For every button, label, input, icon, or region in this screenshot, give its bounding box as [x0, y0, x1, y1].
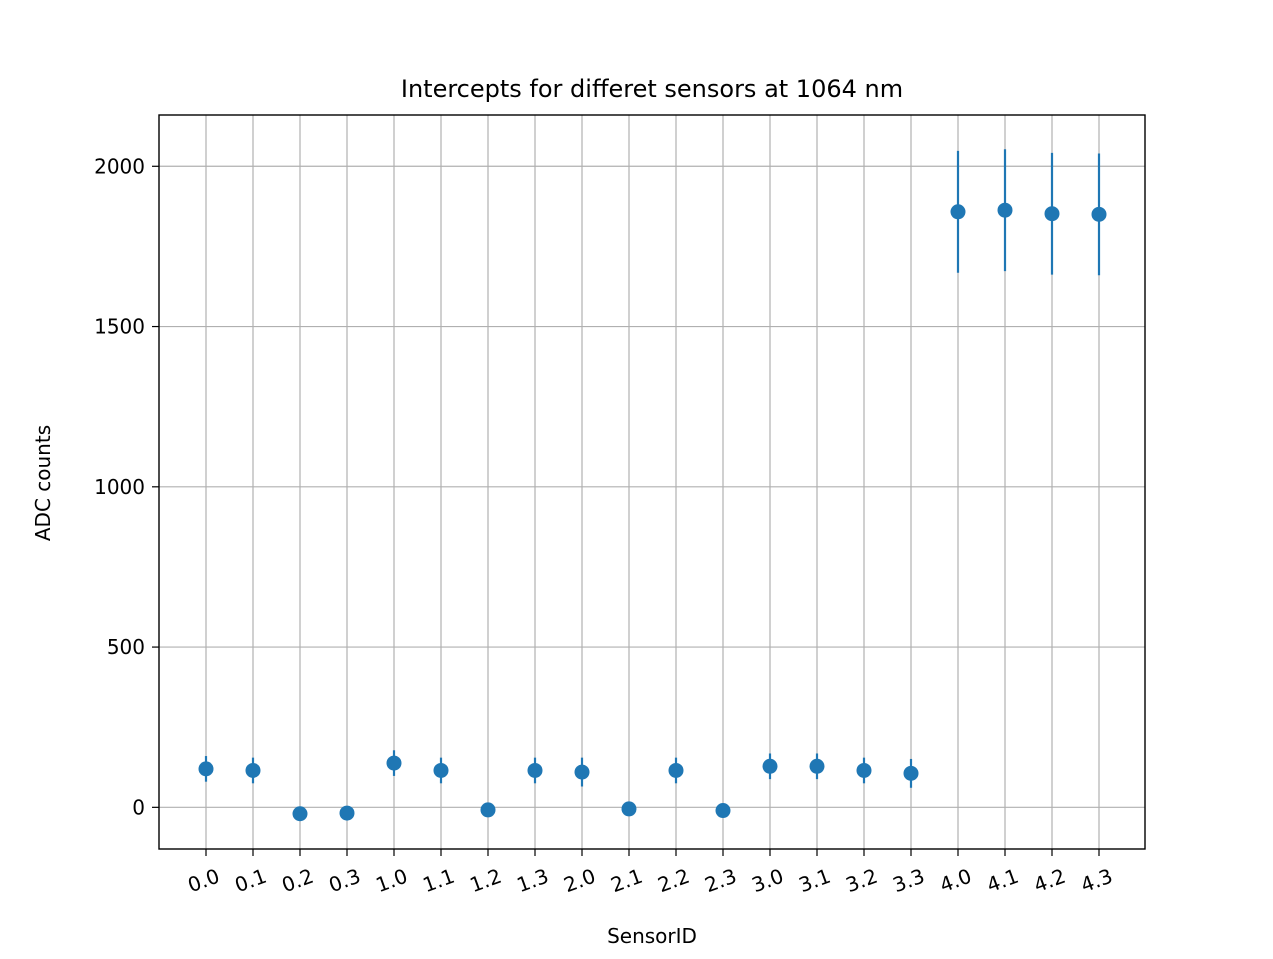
x-tick-label: 1.1 [420, 864, 458, 897]
y-tick-label: 1500 [94, 315, 145, 339]
data-point [339, 805, 355, 821]
y-axis-label: ADC counts [31, 425, 55, 541]
data-point [621, 801, 637, 817]
data-point [1044, 206, 1060, 222]
x-tick-label: 3.3 [890, 864, 928, 897]
data-point [386, 755, 402, 771]
x-tick-label: 4.1 [984, 864, 1022, 897]
data-point [856, 762, 872, 778]
x-tick-label: 4.0 [937, 864, 975, 897]
data-point [1091, 206, 1107, 222]
chart-title: Intercepts for differet sensors at 1064 … [401, 75, 903, 103]
x-tick-label: 2.3 [702, 864, 740, 897]
data-point [527, 762, 543, 778]
x-tick-label: 4.2 [1031, 864, 1069, 897]
data-point [997, 202, 1013, 218]
x-tick-label: 3.2 [843, 864, 881, 897]
y-tick-label: 500 [107, 635, 145, 659]
y-axis-ticks: 0 500 1000 1500 2000 [94, 154, 159, 819]
data-point [292, 806, 308, 822]
x-tick-label: 1.2 [467, 864, 505, 897]
x-tick-label: 1.3 [514, 864, 552, 897]
data-point [574, 764, 590, 780]
y-tick-label: 2000 [94, 154, 145, 178]
x-tick-label: 1.0 [373, 864, 411, 897]
x-tick-label: 0.3 [326, 864, 364, 897]
data-point [715, 803, 731, 819]
plot-frame [158, 114, 1146, 850]
data-point [762, 758, 778, 774]
y-tick-label: 0 [132, 795, 145, 819]
data-layer [198, 149, 1107, 822]
y-tick-label: 1000 [94, 475, 145, 499]
x-tick-label: 4.3 [1078, 864, 1116, 897]
x-axis-label: SensorID [607, 924, 697, 948]
x-tick-label: 0.1 [232, 864, 270, 897]
x-tick-label: 2.2 [655, 864, 693, 897]
x-tick-label: 2.1 [608, 864, 646, 897]
x-axis-ticks: 0.0 0.1 0.2 0.3 1.0 1.1 1.2 1.3 2.0 2.1 2.2 2.3 3.0 3… [185, 849, 1116, 897]
x-tick-label: 2.0 [561, 864, 599, 897]
x-tick-label: 3.0 [749, 864, 787, 897]
data-point [480, 802, 496, 818]
data-point [245, 762, 261, 778]
x-tick-label: 3.1 [796, 864, 834, 897]
data-point [198, 761, 214, 777]
data-point [903, 765, 919, 781]
x-tick-label: 0.0 [185, 864, 223, 897]
data-point [668, 762, 684, 778]
data-point [950, 204, 966, 220]
data-point [433, 762, 449, 778]
grid-layer [159, 115, 1145, 849]
data-point [809, 758, 825, 774]
x-tick-label: 0.2 [279, 864, 317, 897]
